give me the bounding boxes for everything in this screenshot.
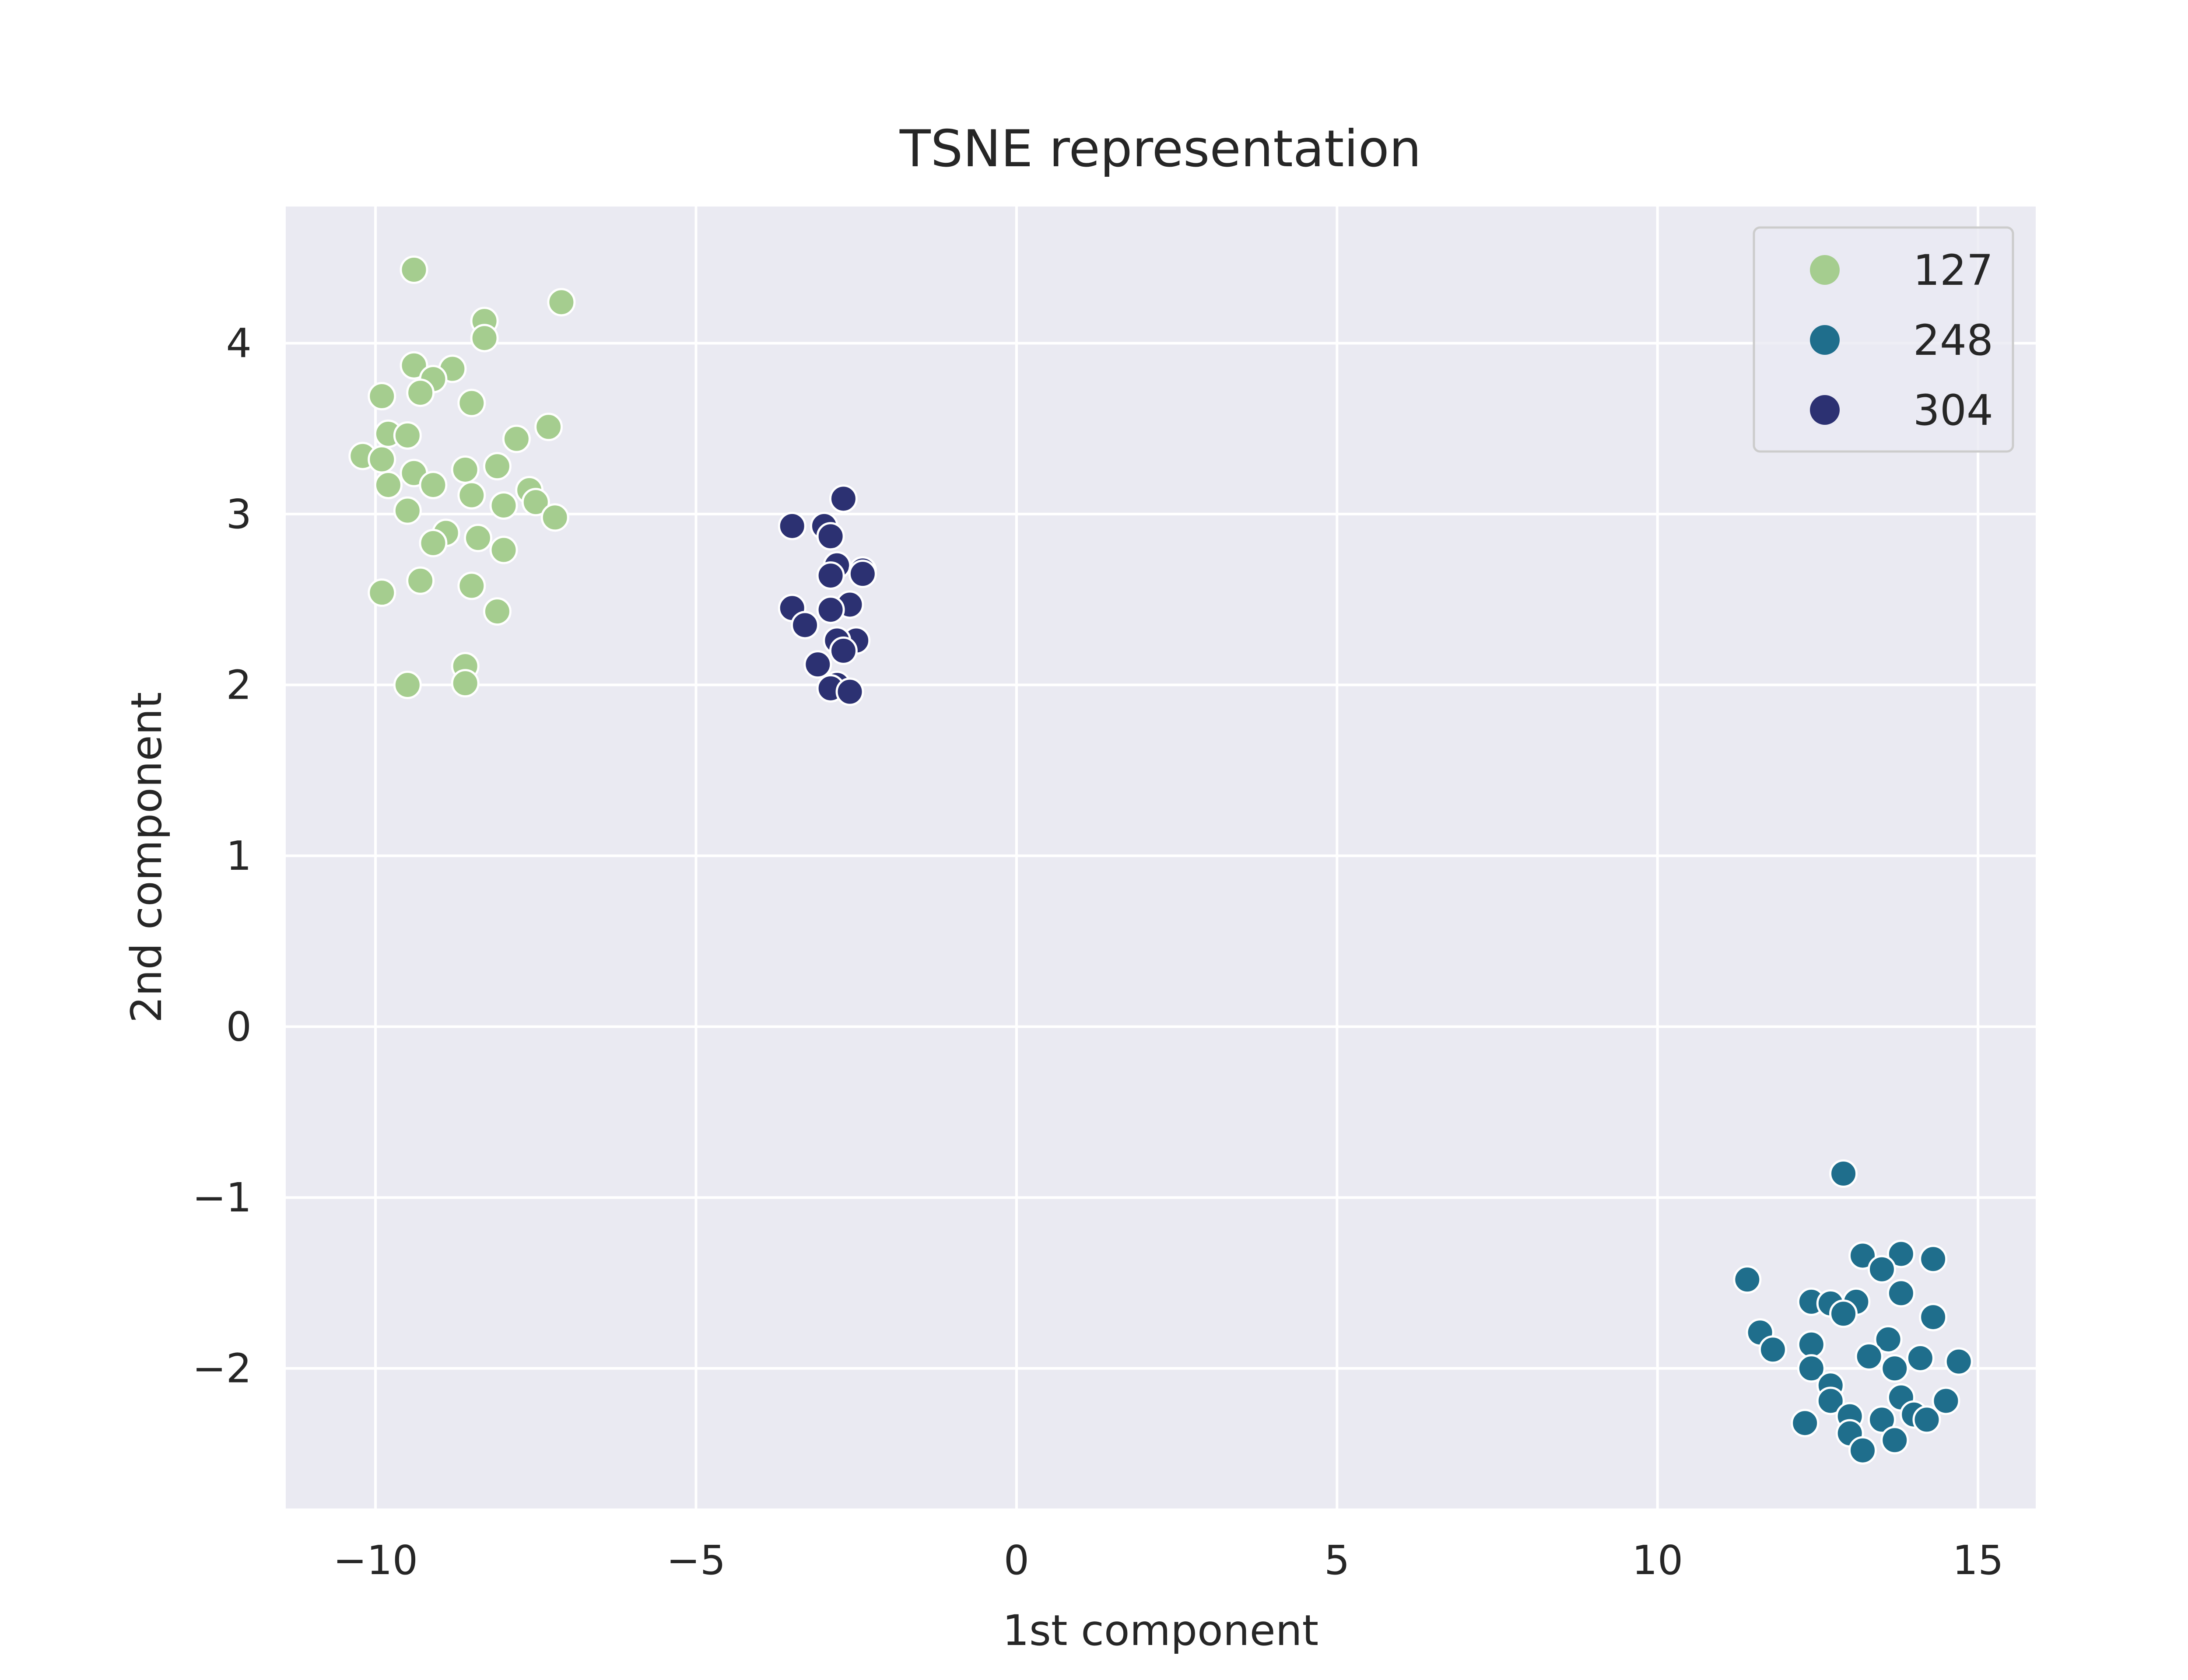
scatter-point-248 [1797, 1330, 1826, 1359]
scatter-point-127 [470, 324, 499, 353]
scatter-point-127 [483, 452, 512, 481]
scatter-point-127 [521, 488, 550, 517]
y-axis-label: 2nd component [122, 692, 171, 1023]
scatter-point-304 [816, 595, 845, 624]
scatter-point-127 [457, 388, 486, 417]
y-tick-label: 4 [226, 320, 252, 367]
scatter-point-127 [419, 471, 448, 500]
y-tick-label: 3 [226, 491, 252, 538]
scatter-point-248 [1791, 1409, 1820, 1438]
y-tick-label: 2 [226, 662, 252, 709]
scatter-point-248 [1758, 1335, 1787, 1364]
scatter-point-127 [393, 421, 422, 450]
scatter-point-248 [1867, 1255, 1896, 1284]
scatter-point-304 [816, 522, 845, 551]
scatter-point-127 [457, 571, 486, 600]
scatter-point-248 [1886, 1239, 1915, 1268]
scatter-point-304 [829, 484, 858, 513]
scatter-point-127 [419, 528, 448, 557]
scatter-point-248 [1906, 1344, 1935, 1372]
x-tick-label: 10 [1632, 1537, 1683, 1584]
scatter-point-127 [368, 578, 396, 607]
scatter-point-248 [1880, 1354, 1909, 1383]
scatter-point-127 [489, 491, 518, 520]
scatter-point-127 [489, 536, 518, 564]
legend: 127 248 304 [1753, 226, 2014, 453]
scatter-point-248 [1855, 1342, 1883, 1371]
scatter-point-248 [1829, 1159, 1858, 1188]
legend-marker-304 [1810, 395, 1840, 425]
legend-marker-127 [1810, 255, 1840, 285]
scatter-point-304 [803, 650, 832, 679]
chart-title: TSNE representation [899, 119, 1421, 178]
scatter-point-248 [1829, 1299, 1858, 1328]
scatter-point-248 [1848, 1241, 1877, 1270]
scatter-point-248 [1919, 1245, 1948, 1274]
scatter-point-127 [374, 471, 403, 500]
x-tick-label: 0 [1004, 1537, 1030, 1584]
scatter-point-127 [451, 455, 480, 484]
x-tick-label: −5 [666, 1537, 726, 1584]
scatter-point-248 [1867, 1405, 1896, 1434]
y-tick-label: −2 [192, 1345, 252, 1392]
x-tick-label: 15 [1953, 1537, 2004, 1584]
legend-marker-248 [1810, 325, 1840, 355]
x-tick-label: −10 [333, 1537, 418, 1584]
scatter-point-248 [1874, 1325, 1903, 1354]
y-tick-labels: −2 −1 0 1 2 3 4 [192, 320, 252, 1392]
scatter-point-127 [400, 351, 428, 380]
scatter-point-248 [1932, 1386, 1960, 1415]
scatter-point-127 [393, 671, 422, 700]
scatter-point-248 [1816, 1386, 1845, 1415]
scatter-point-127 [534, 413, 563, 441]
scatter-point-127 [483, 597, 512, 626]
scatter-point-248 [1886, 1279, 1915, 1308]
scatter-point-304 [778, 511, 806, 540]
x-tick-labels: −10 −5 0 5 10 15 [333, 1537, 2004, 1584]
scatter-point-127 [368, 445, 396, 474]
scatter-point-127 [457, 481, 486, 510]
scatter-point-304 [835, 677, 864, 706]
scatter-point-127 [463, 524, 492, 553]
legend-box [1753, 226, 2014, 453]
grid-lines [286, 206, 2036, 1508]
scatter-point-304 [848, 560, 877, 588]
scatter-point-248 [1912, 1405, 1941, 1434]
scatter-point-304 [816, 561, 845, 590]
legend-items: 127 248 304 [1810, 246, 1993, 435]
scatter-point-248 [1944, 1347, 1973, 1376]
scatter-point-127 [540, 503, 569, 532]
scatter-point-127 [547, 288, 576, 317]
scatter-point-304 [829, 636, 858, 665]
scatter-point-248 [1848, 1436, 1877, 1465]
legend-label-127: 127 [1913, 246, 1993, 295]
scatter-point-127 [400, 256, 428, 284]
scatter-point-127 [406, 378, 435, 407]
scatter-point-127 [368, 382, 396, 411]
y-tick-label: 0 [226, 1004, 252, 1050]
scatter-point-248 [1880, 1426, 1909, 1455]
y-tick-label: −1 [192, 1174, 252, 1221]
legend-label-248: 248 [1913, 316, 1993, 365]
scatter-point-248 [1797, 1354, 1826, 1383]
scatter-points [348, 256, 1973, 1465]
scatter-point-127 [451, 669, 480, 698]
scatter-point-248 [1733, 1265, 1762, 1294]
scatter-point-127 [502, 424, 531, 453]
x-tick-label: 5 [1324, 1537, 1350, 1584]
legend-label-304: 304 [1913, 386, 1993, 435]
y-tick-label: 1 [226, 833, 252, 879]
scatter-point-304 [791, 611, 820, 640]
x-axis-label: 1st component [1003, 1606, 1318, 1655]
scatter-point-248 [1919, 1303, 1948, 1332]
scatter-point-127 [406, 566, 435, 595]
scatter-point-127 [393, 496, 422, 525]
